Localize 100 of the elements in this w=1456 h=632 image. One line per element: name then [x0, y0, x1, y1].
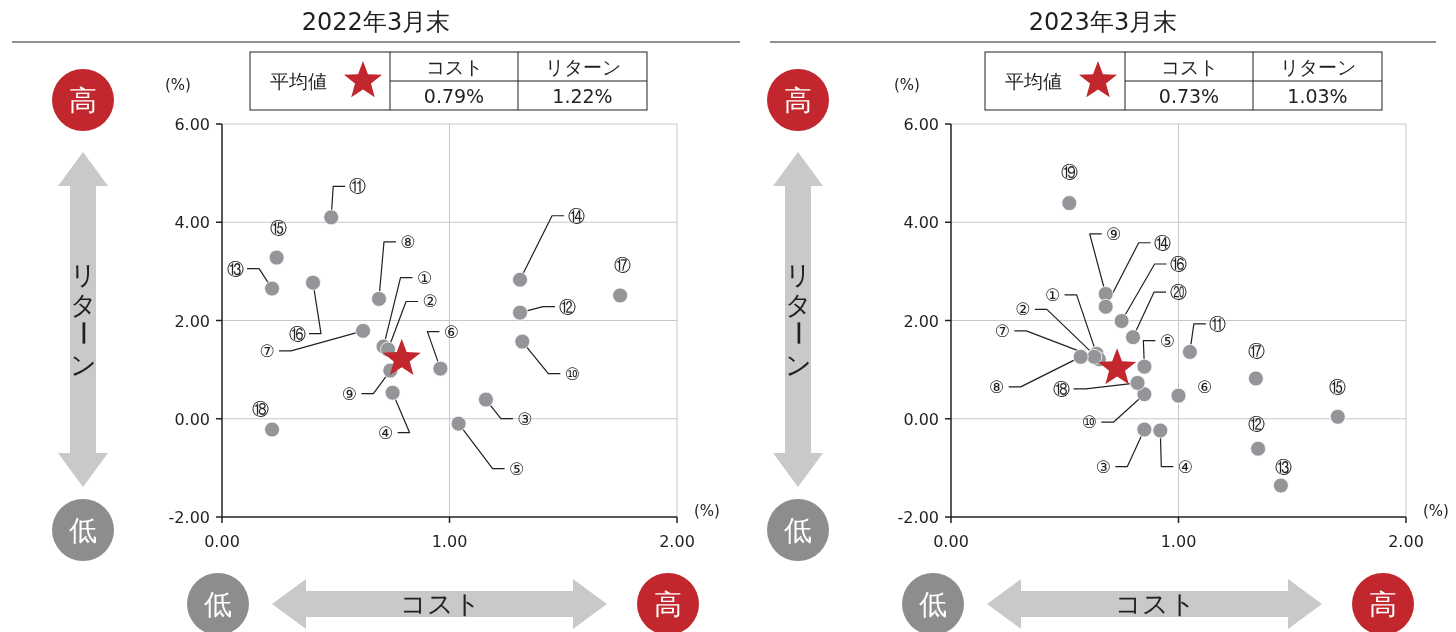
annotation: ⑯: [288, 323, 306, 344]
text: コスト: [1160, 56, 1218, 78]
annotation: ⑲: [1060, 162, 1078, 183]
text: 高: [654, 588, 682, 621]
point: [384, 384, 401, 401]
annotation: ①: [416, 267, 433, 288]
annotation: ③: [1095, 456, 1111, 477]
point: [1247, 370, 1264, 387]
annotation: ⑧: [400, 231, 416, 252]
point: [612, 287, 629, 304]
point: [1113, 313, 1130, 329]
legend-label: 平均値: [1004, 70, 1062, 92]
text: 1.03%: [1287, 85, 1348, 107]
text: 低: [69, 514, 97, 547]
text: 高: [1369, 588, 1397, 621]
point: [323, 209, 340, 226]
point: [355, 322, 371, 339]
annotation: ⑬: [226, 258, 244, 279]
annotation: ⑪: [1209, 313, 1227, 334]
point: [1329, 408, 1346, 425]
point: [1250, 440, 1267, 457]
y-tick-label: 4.00: [174, 213, 210, 233]
point: [478, 391, 494, 408]
point: [1170, 387, 1187, 404]
point: [514, 333, 531, 350]
text: 高: [69, 84, 97, 117]
x-tick-label: 1.00: [1160, 532, 1197, 551]
annotation: ⑮: [1329, 376, 1347, 397]
text: (%): [894, 76, 920, 94]
point: [1129, 374, 1146, 391]
y-tick-label: 0.00: [174, 409, 210, 429]
annotation: ⑥: [443, 321, 460, 342]
y-tick-label: 6.00: [903, 115, 939, 134]
annotation: ⑰: [613, 255, 631, 276]
annotation: ⑮: [270, 217, 288, 238]
point: [1061, 195, 1078, 211]
y-tick-label: 4.00: [903, 213, 939, 233]
x-tick-label: 0.00: [204, 532, 240, 551]
text: (%): [1423, 502, 1449, 520]
point: [1072, 348, 1089, 365]
annotation: ⑩: [564, 363, 580, 384]
x-tick-label: 1.00: [431, 532, 468, 551]
annotation: ⑦: [259, 340, 275, 361]
legend-label: 平均値: [269, 70, 327, 92]
y-axis-title: リターン: [783, 260, 813, 380]
text: コスト: [425, 56, 483, 78]
point: [1181, 344, 1198, 360]
y-axis-title: リターン: [68, 260, 98, 380]
annotation: ⑪: [348, 176, 366, 197]
y-tick-label: 0.00: [903, 409, 939, 429]
point: [450, 415, 467, 432]
point: [1097, 298, 1114, 315]
annotation: ⑫: [1247, 413, 1265, 434]
point: [268, 249, 285, 266]
y-tick-label: 2.00: [903, 311, 939, 331]
text: 0.79%: [423, 85, 485, 107]
annotation: ⑦: [994, 320, 1010, 341]
annotation: ⑥: [1196, 376, 1213, 397]
annotation: ⑤: [508, 458, 525, 479]
point: [1136, 386, 1153, 403]
point: [1097, 286, 1114, 302]
x-tick-label: 2.00: [659, 532, 695, 551]
text: 低: [784, 514, 812, 547]
text: 低: [919, 588, 947, 621]
point: [1136, 358, 1153, 375]
point: [1098, 348, 1137, 385]
annotation: ④: [1177, 456, 1193, 477]
annotation: ②: [1015, 299, 1031, 320]
text: リターン: [544, 56, 621, 78]
point: [1125, 329, 1141, 346]
point: [305, 274, 321, 291]
chart-title: 2023年3月末: [1028, 8, 1178, 36]
point: [371, 290, 387, 307]
annotation: ④: [378, 422, 394, 443]
annotation: ⑨: [1106, 223, 1122, 244]
annotation: ⑰: [1248, 341, 1266, 362]
text: 0.73%: [1158, 85, 1220, 107]
point: [1152, 422, 1169, 439]
y-tick-label: -2.00: [897, 508, 939, 527]
annotation: ⑩: [1081, 412, 1097, 433]
point: [432, 360, 449, 377]
x-tick-label: 0.00: [933, 532, 969, 551]
annotation: ⑫: [558, 296, 576, 317]
text: (%): [165, 76, 191, 94]
point: [264, 421, 280, 438]
annotation: ⑳: [1169, 282, 1187, 303]
annotation: ⑱: [251, 398, 269, 419]
annotation: ②: [422, 291, 438, 312]
annotation: ⑭: [1154, 232, 1172, 253]
chart-title: 2022年3月末: [301, 8, 451, 36]
annotation: ①: [1044, 284, 1061, 305]
text: 1.22%: [552, 85, 613, 107]
annotation: ⑨: [341, 383, 357, 404]
text: (%): [694, 502, 720, 520]
annotation: ③: [517, 408, 533, 429]
point: [512, 271, 528, 288]
annotation: ⑧: [989, 376, 1005, 397]
text: リターン: [1279, 56, 1356, 78]
text: 低: [204, 588, 232, 621]
annotation: ⑤: [1159, 330, 1175, 351]
